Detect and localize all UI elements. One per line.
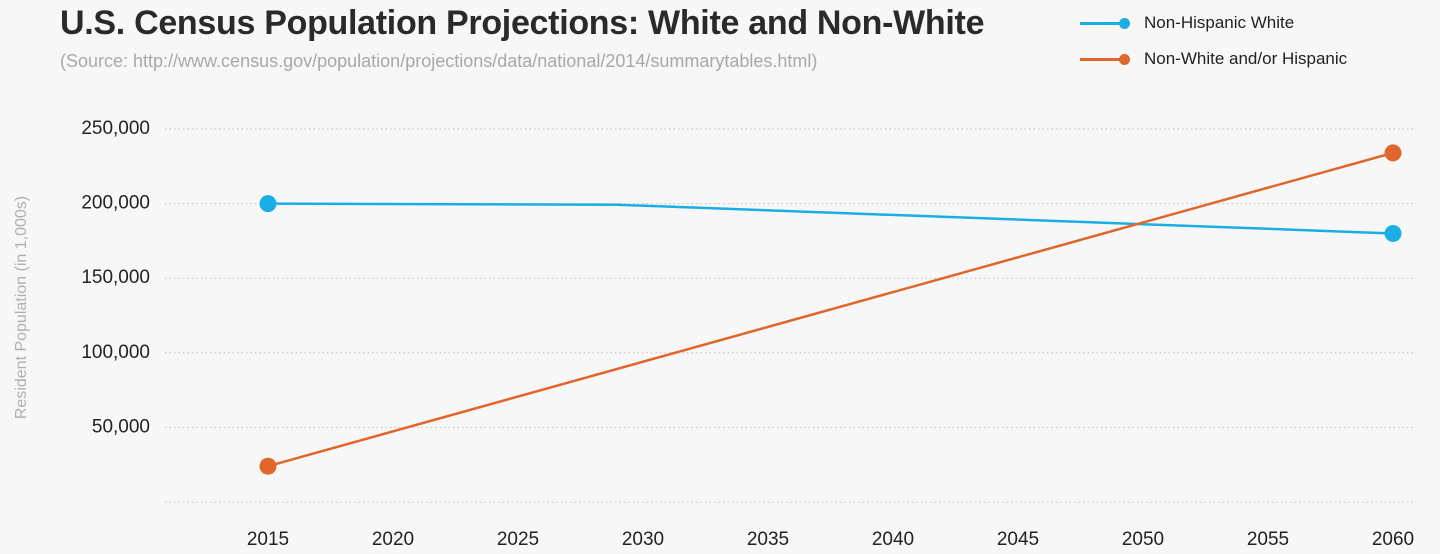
- x-tick-label: 2050: [1122, 529, 1164, 550]
- y-tick-label: 200,000: [81, 193, 150, 214]
- x-tick-label: 2055: [1247, 529, 1289, 550]
- y-tick-label: 50,000: [92, 416, 150, 437]
- y-axis-ticks: 50,000 100,000 150,000 200,000 250,000: [81, 118, 150, 437]
- legend-item-non-white-hispanic[interactable]: Non-White and/or Hispanic: [1080, 46, 1347, 72]
- legend: Non-Hispanic White Non-White and/or Hisp…: [1080, 10, 1347, 82]
- chart-subtitle: (Source: http://www.census.gov/populatio…: [60, 51, 818, 71]
- legend-swatch-non-white-hispanic: [1080, 53, 1132, 65]
- legend-label-non-white-hispanic: Non-White and/or Hispanic: [1144, 49, 1348, 68]
- x-tick-label: 2060: [1372, 529, 1414, 550]
- legend-swatch-non-hispanic-white: [1080, 17, 1132, 29]
- x-tick-label: 2035: [747, 529, 789, 550]
- legend-dot-non-white-hispanic: [1119, 54, 1130, 65]
- y-axis-label: Resident Population (in 1,000s): [13, 196, 30, 419]
- x-tick-label: 2015: [247, 529, 289, 550]
- series-line-non-white-and-or-hispanic: [267, 151, 1394, 468]
- y-tick-label: 100,000: [81, 342, 150, 363]
- data-point-non-hispanic-white-2060[interactable]: [1384, 224, 1402, 242]
- legend-line-non-hispanic-white: [1080, 22, 1124, 25]
- x-tick-label: 2025: [497, 529, 539, 550]
- x-tick-label: 2040: [872, 529, 914, 550]
- data-point-non-white-and-or-hispanic-2015[interactable]: [259, 457, 277, 475]
- series-line-non-hispanic-white: [267, 202, 1394, 235]
- x-tick-label: 2045: [997, 529, 1039, 550]
- legend-dot-non-hispanic-white: [1119, 18, 1130, 29]
- data-point-non-hispanic-white-2015[interactable]: [259, 195, 277, 213]
- chart-title: U.S. Census Population Projections: Whit…: [60, 4, 985, 42]
- x-tick-label: 2030: [622, 529, 664, 550]
- gridlines: [165, 128, 1415, 503]
- y-tick-label: 150,000: [81, 267, 150, 288]
- y-tick-label: 250,000: [81, 118, 150, 139]
- x-axis-ticks: 2015 2020 2025 2030 2035 2040 2045 2050 2055 2060: [247, 529, 1414, 550]
- x-tick-label: 2020: [372, 529, 414, 550]
- legend-label-non-hispanic-white: Non-Hispanic White: [1144, 13, 1295, 32]
- data-point-non-white-and-or-hispanic-2060[interactable]: [1384, 144, 1402, 162]
- legend-item-non-hispanic-white[interactable]: Non-Hispanic White: [1080, 10, 1347, 36]
- legend-line-non-white-hispanic: [1080, 58, 1124, 61]
- series-group: [259, 144, 1402, 475]
